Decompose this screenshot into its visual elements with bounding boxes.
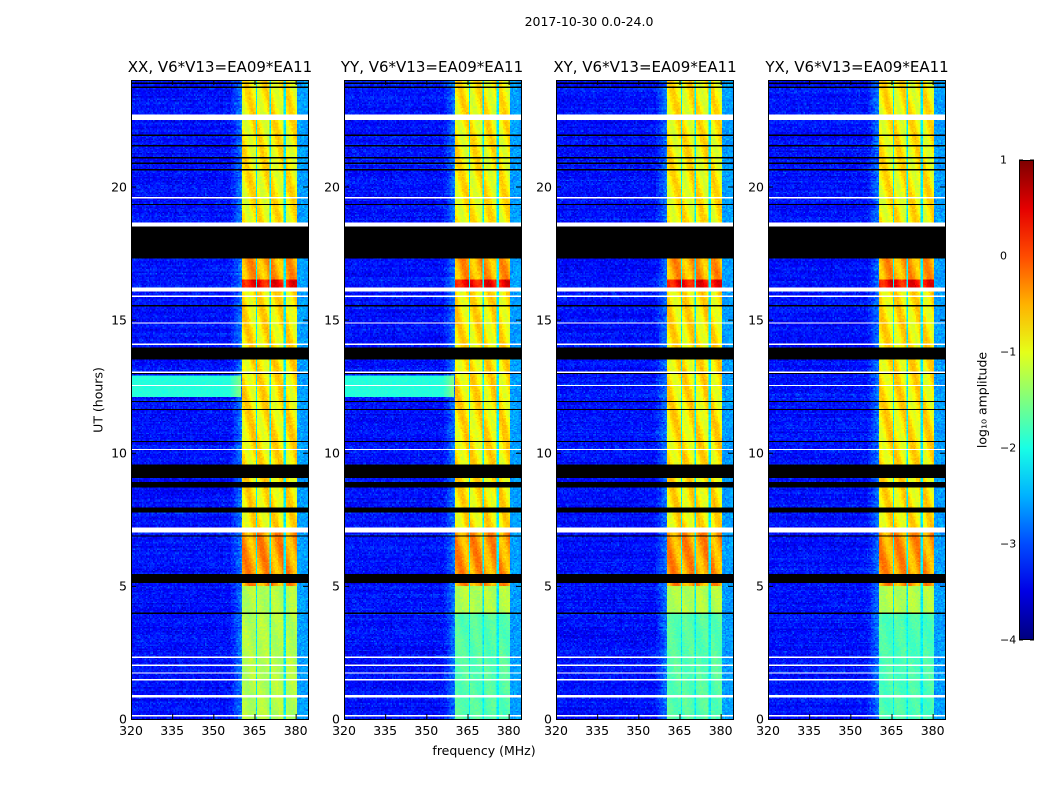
x-tick-label: 335 — [585, 723, 610, 738]
colorbar-tick-label: 1 — [1000, 153, 1007, 167]
colorbar-tick-label: −4 — [1000, 633, 1017, 647]
y-axis-label: UT (hours) — [90, 367, 106, 433]
x-tick-label: 380 — [283, 723, 308, 738]
x-tick-label: 350 — [626, 723, 651, 738]
x-tick-label: 365 — [242, 723, 267, 738]
panel-title-yx: YX, V6*V13=EA09*EA11 — [765, 58, 949, 76]
colorbar-tick-label: −3 — [1000, 537, 1017, 551]
y-tick-label: 5 — [756, 578, 764, 594]
y-tick-label: 0 — [544, 711, 552, 727]
heatmap-xx — [131, 80, 308, 719]
y-tick-label: 15 — [111, 312, 127, 328]
figure-title: 2017-10-30 0.0-24.0 — [524, 14, 654, 29]
x-tick-label: 350 — [201, 723, 226, 738]
panel-title-xy: XY, V6*V13=EA09*EA11 — [553, 58, 737, 76]
x-tick-label: 320 — [544, 723, 568, 738]
x-tick-label: 365 — [667, 723, 692, 738]
x-tick-label: 380 — [920, 723, 945, 738]
x-axis-label: frequency (MHz) — [432, 743, 536, 758]
heatmap-panel-yy — [344, 80, 521, 719]
colorbar-tick-label: 0 — [1000, 249, 1007, 263]
panel-title-xx: XX, V6*V13=EA09*EA11 — [127, 58, 313, 76]
colorbar-label: log₁₀ amplitude — [974, 351, 990, 449]
x-tick-label: 380 — [496, 723, 521, 738]
axes-frame — [344, 80, 522, 720]
y-tick-label: 10 — [748, 445, 764, 461]
x-tick-label: 335 — [797, 723, 822, 738]
colorbar-tick-label: −2 — [1000, 441, 1017, 455]
x-tick-label: 335 — [373, 723, 398, 738]
axes-frame — [556, 80, 734, 720]
x-tick-label: 365 — [879, 723, 904, 738]
y-tick-label: 15 — [536, 312, 552, 328]
heatmap-panel-xy — [556, 80, 733, 719]
x-tick-label: 380 — [708, 723, 733, 738]
x-tick-label: 320 — [119, 723, 143, 738]
y-tick-label: 10 — [111, 445, 127, 461]
x-tick-label: 320 — [332, 723, 356, 738]
y-tick-label: 15 — [748, 312, 764, 328]
y-tick-label: 0 — [119, 711, 127, 727]
x-tick-label: 350 — [838, 723, 863, 738]
axes-frame — [768, 80, 946, 720]
y-tick-label: 0 — [756, 711, 764, 727]
colorbar — [1019, 160, 1034, 640]
axes-frame — [131, 80, 309, 720]
heatmap-yy — [344, 80, 521, 719]
y-tick-label: 5 — [332, 578, 340, 594]
heatmap-panel-yx — [768, 80, 945, 719]
y-tick-label: 20 — [748, 179, 764, 194]
y-tick-label: 20 — [536, 179, 552, 194]
y-tick-label: 5 — [119, 578, 127, 594]
y-tick-label: 10 — [536, 445, 552, 461]
y-tick-label: 20 — [111, 179, 127, 194]
x-tick-label: 350 — [414, 723, 439, 738]
y-tick-label: 20 — [324, 179, 340, 194]
colorbar-tick-label: −1 — [1000, 345, 1017, 359]
x-tick-label: 365 — [455, 723, 480, 738]
y-tick-label: 0 — [332, 711, 340, 727]
heatmap-xy — [556, 80, 733, 719]
heatmap-yx — [768, 80, 945, 719]
heatmap-panel-xx — [131, 80, 308, 719]
y-tick-label: 15 — [324, 312, 340, 328]
panel-title-yy: YY, V6*V13=EA09*EA11 — [340, 58, 524, 76]
x-tick-label: 320 — [756, 723, 780, 738]
x-tick-label: 335 — [160, 723, 185, 738]
y-tick-label: 5 — [544, 578, 552, 594]
y-tick-label: 10 — [324, 445, 340, 461]
